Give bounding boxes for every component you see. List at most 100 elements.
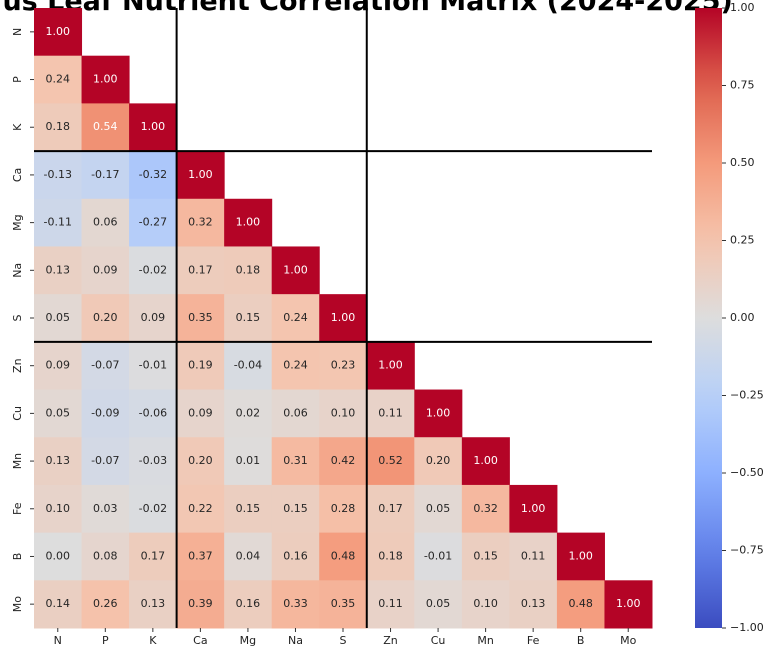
cell-value-label: 0.39 xyxy=(188,597,213,610)
cell-value-label: 0.22 xyxy=(188,502,213,515)
heatmap-cell xyxy=(271,341,320,391)
cell-value-label: 0.05 xyxy=(426,597,451,610)
heatmap-cell xyxy=(509,532,558,581)
heatmap-cell xyxy=(176,341,225,391)
heatmap-cell xyxy=(224,389,273,438)
heatmap-cell xyxy=(129,341,178,391)
heatmap-cell xyxy=(129,484,178,534)
heatmap-cell xyxy=(414,389,463,438)
cell-value-label: 0.10 xyxy=(473,597,498,610)
heatmap-cell xyxy=(34,580,83,629)
cell-value-label: 1.00 xyxy=(46,25,71,38)
heatmap-cell xyxy=(129,389,178,438)
cell-value-label: 0.28 xyxy=(331,502,356,515)
heatmap-cell xyxy=(319,389,368,438)
x-tick-label: S xyxy=(340,634,347,647)
heatmap-cell xyxy=(224,341,273,391)
heatmap-cell xyxy=(366,341,415,391)
heatmap-cell xyxy=(176,198,225,247)
cell-value-label: 0.11 xyxy=(378,406,403,419)
heatmap-cell xyxy=(34,389,83,438)
cell-value-label: -0.13 xyxy=(44,168,72,181)
colorbar-tick-label: −0.50 xyxy=(730,466,764,479)
x-tick-label: B xyxy=(577,634,585,647)
cell-value-label: 0.02 xyxy=(236,406,261,419)
y-tick-label: N xyxy=(11,28,24,36)
heatmap-cell xyxy=(271,389,320,438)
cell-value-label: 0.09 xyxy=(188,406,213,419)
cell-value-label: 0.06 xyxy=(283,406,308,419)
cell-value-label: -0.07 xyxy=(91,359,119,372)
heatmap-cell xyxy=(319,341,368,391)
heatmap-cell xyxy=(366,580,415,629)
cell-value-label: 0.24 xyxy=(283,359,308,372)
x-tick-label: Cu xyxy=(431,634,446,647)
heatmap-cell xyxy=(319,484,368,534)
y-tick-label: Mg xyxy=(11,214,24,230)
heatmap-cell xyxy=(271,484,320,534)
cell-value-label: 0.15 xyxy=(283,502,308,515)
cell-value-label: 0.05 xyxy=(46,311,71,324)
y-tick-label: Cu xyxy=(11,406,24,421)
cell-value-label: 0.33 xyxy=(283,597,308,610)
heatmap-cell xyxy=(176,580,225,629)
heatmap-cell xyxy=(81,532,130,581)
heatmap-cell xyxy=(176,389,225,438)
heatmap-cell xyxy=(176,151,225,200)
cell-value-label: 0.15 xyxy=(473,549,498,562)
heatmap-cell xyxy=(129,246,178,295)
heatmap-cell xyxy=(319,437,368,486)
heatmap-cell xyxy=(319,294,368,343)
heatmap-cell xyxy=(176,294,225,343)
cell-value-label: 0.13 xyxy=(521,597,546,610)
cell-value-label: 0.10 xyxy=(46,502,71,515)
heatmap-cell xyxy=(224,246,273,295)
cell-value-label: 0.11 xyxy=(521,549,546,562)
heatmap-cell xyxy=(271,246,320,295)
cell-value-label: 0.23 xyxy=(331,359,356,372)
heatmap-cell xyxy=(129,294,178,343)
cell-value-label: 1.00 xyxy=(473,454,498,467)
cell-value-label: 0.18 xyxy=(236,263,261,276)
x-tick-label: Zn xyxy=(383,634,398,647)
heatmap-cell xyxy=(129,151,178,200)
heatmap-cell xyxy=(271,532,320,581)
cell-value-label: 0.52 xyxy=(378,454,403,467)
cell-value-label: 0.17 xyxy=(141,549,166,562)
colorbar-tick-label: 0.25 xyxy=(730,234,755,247)
colorbar-tick-label: 0.00 xyxy=(730,311,755,324)
heatmap-cell xyxy=(366,484,415,534)
x-tick-label: Mg xyxy=(240,634,256,647)
heatmap-cell xyxy=(556,580,605,629)
heatmap-cell xyxy=(34,198,83,247)
heatmap-cell xyxy=(81,198,130,247)
cell-value-label: 0.17 xyxy=(378,502,403,515)
cell-value-label: -0.27 xyxy=(139,216,167,229)
cell-value-label: 0.42 xyxy=(331,454,356,467)
cell-value-label: 1.00 xyxy=(378,359,403,372)
heatmap-cell xyxy=(414,484,463,534)
cell-value-label: 0.14 xyxy=(46,597,71,610)
heatmap-cell xyxy=(34,55,83,104)
x-tick-label: P xyxy=(102,634,109,647)
heatmap-cell xyxy=(129,532,178,581)
colorbar xyxy=(695,8,722,628)
colorbar-tick-label: 1.00 xyxy=(730,1,755,14)
y-tick-label: Na xyxy=(11,263,24,278)
heatmap-cell xyxy=(556,532,605,581)
heatmap-cell xyxy=(319,532,368,581)
heatmap-cell xyxy=(176,437,225,486)
cell-value-label: 0.04 xyxy=(236,549,261,562)
cell-value-label: 1.00 xyxy=(188,168,213,181)
heatmap-cell xyxy=(319,580,368,629)
cell-value-label: 0.05 xyxy=(426,502,451,515)
heatmap-cell xyxy=(366,532,415,581)
x-tick-label: Fe xyxy=(527,634,540,647)
cell-value-label: 0.15 xyxy=(236,502,261,515)
heatmap-cell xyxy=(34,437,83,486)
cell-value-label: 0.19 xyxy=(188,359,213,372)
cell-value-label: 1.00 xyxy=(93,73,118,86)
heatmap-cell xyxy=(81,55,130,104)
heatmap-cell xyxy=(224,198,273,247)
